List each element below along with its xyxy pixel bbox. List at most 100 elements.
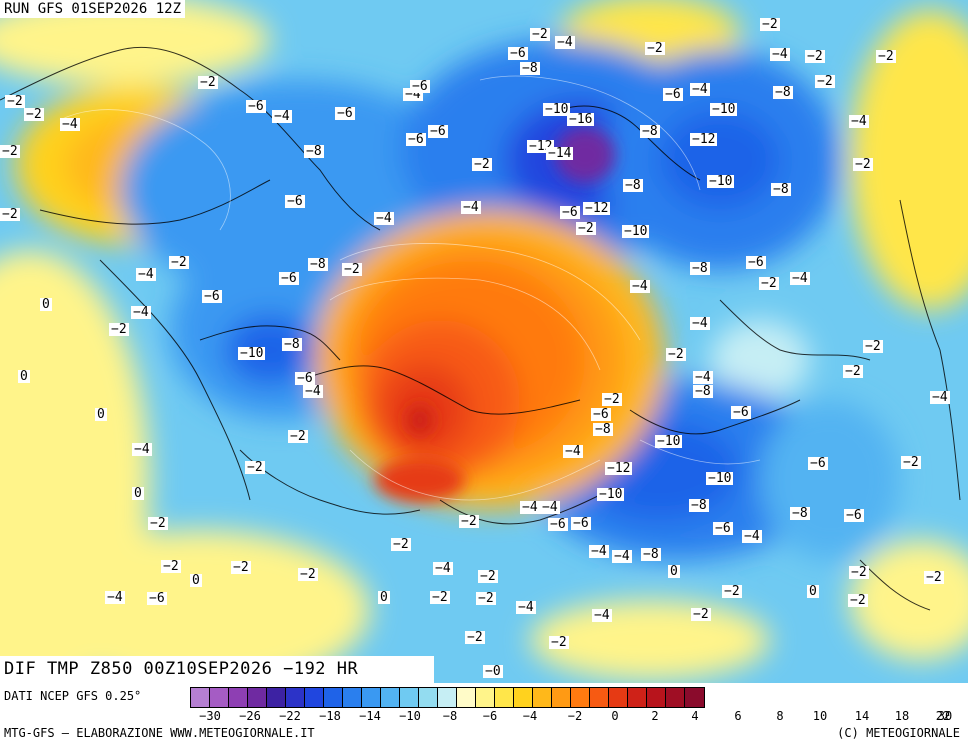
isotherm-value: −10: [706, 471, 734, 486]
isotherm-value: −4: [790, 271, 810, 286]
isotherm-value: −4: [131, 305, 151, 320]
scale-swatch: [647, 688, 666, 707]
isotherm-value: 0: [132, 486, 144, 501]
scale-swatch: [552, 688, 571, 707]
isotherm-value: −2: [476, 591, 496, 606]
isotherm-value: −10: [597, 487, 625, 502]
isotherm-value: −2: [645, 41, 665, 56]
isotherm-value: −8: [790, 506, 810, 521]
isotherm-value: −6: [295, 371, 315, 386]
isotherm-value: −2: [722, 584, 742, 599]
isotherm-value: −8: [623, 178, 643, 193]
scale-swatch: [267, 688, 286, 707]
isotherm-value: −10: [655, 434, 683, 449]
scale-tick-label: 6: [734, 709, 742, 723]
isotherm-value: −10: [707, 174, 735, 189]
scale-tick-label: −2: [567, 709, 583, 723]
isotherm-value: −6: [147, 591, 167, 606]
isotherm-value: −2: [759, 276, 779, 291]
isotherm-value: −6: [428, 124, 448, 139]
isotherm-value: −12: [583, 201, 611, 216]
isotherm-value: −8: [520, 61, 540, 76]
isotherm-value: −8: [693, 384, 713, 399]
isotherm-value: −2: [843, 364, 863, 379]
isotherm-value: −2: [459, 514, 479, 529]
isotherm-value: −4: [849, 114, 869, 129]
isotherm-value: −2: [876, 49, 896, 64]
isotherm-value: 0: [40, 297, 52, 312]
isotherm-value: −4: [105, 590, 125, 605]
scale-swatch: [381, 688, 400, 707]
isotherm-value: −4: [272, 109, 292, 124]
isotherm-value: −6: [731, 405, 751, 420]
temperature-anomaly-map: [0, 0, 968, 683]
isotherm-value: 0: [95, 407, 107, 422]
isotherm-value: −2: [848, 593, 868, 608]
isotherm-value: 0: [807, 584, 819, 599]
isotherm-value: −4: [612, 549, 632, 564]
scale-swatch: [210, 688, 229, 707]
isotherm-value: −2: [391, 537, 411, 552]
scale-tick-label: 4: [691, 709, 699, 723]
isotherm-value: −2: [161, 559, 181, 574]
isotherm-value: −4: [374, 211, 394, 226]
isotherm-value: −4: [563, 444, 583, 459]
scale-tick-label: −6: [482, 709, 498, 723]
isotherm-value: −8: [771, 182, 791, 197]
scale-tick-label: −26: [239, 709, 261, 723]
isotherm-value: −6: [279, 271, 299, 286]
isotherm-value: −2: [231, 560, 251, 575]
isotherm-value: −6: [591, 407, 611, 422]
scale-swatch: [305, 688, 324, 707]
isotherm-value: −4: [132, 442, 152, 457]
isotherm-value: −2: [853, 157, 873, 172]
color-scale: [190, 687, 705, 708]
isotherm-value: −4: [690, 82, 710, 97]
isotherm-value: −2: [863, 339, 883, 354]
scale-swatch: [286, 688, 305, 707]
isotherm-value: −6: [571, 516, 591, 531]
isotherm-value: −14: [546, 146, 574, 161]
isotherm-value: −2: [576, 221, 596, 236]
isotherm-value: −2: [472, 157, 492, 172]
isotherm-value: −2: [430, 590, 450, 605]
isotherm-value: −2: [288, 429, 308, 444]
isotherm-value: −6: [335, 106, 355, 121]
isotherm-value: −2: [815, 74, 835, 89]
scale-swatch: [324, 688, 343, 707]
isotherm-value: −8: [304, 144, 324, 159]
isotherm-value: −4: [930, 390, 950, 405]
isotherm-value: −8: [641, 547, 661, 562]
scale-swatch: [343, 688, 362, 707]
scale-tick-label: 18: [894, 709, 910, 723]
scale-tick-label: 14: [854, 709, 870, 723]
isotherm-value: −8: [282, 337, 302, 352]
map-canvas: [0, 0, 968, 683]
isotherm-value: −2: [0, 144, 20, 159]
isotherm-value: −2: [24, 107, 44, 122]
isotherm-value: 0: [190, 573, 202, 588]
isotherm-value: −6: [560, 205, 580, 220]
isotherm-value: 0: [378, 590, 390, 605]
scale-swatch: [628, 688, 647, 707]
scale-swatch: [609, 688, 628, 707]
isotherm-value: −8: [689, 498, 709, 513]
isotherm-value: −4: [555, 35, 575, 50]
isotherm-value: −2: [530, 27, 550, 42]
isotherm-value: −8: [773, 85, 793, 100]
isotherm-value: −2: [602, 392, 622, 407]
isotherm-value: −4: [516, 600, 536, 615]
isotherm-value: −6: [548, 517, 568, 532]
scale-tick-label: 10: [812, 709, 828, 723]
isotherm-value: −10: [238, 346, 266, 361]
isotherm-value: −4: [592, 608, 612, 623]
scale-swatch: [476, 688, 495, 707]
scale-swatch: [362, 688, 381, 707]
isotherm-value: −8: [690, 261, 710, 276]
isotherm-value: −2: [245, 460, 265, 475]
isotherm-value: −2: [5, 94, 25, 109]
isotherm-value: −4: [461, 200, 481, 215]
isotherm-value: −10: [622, 224, 650, 239]
scale-swatch: [419, 688, 438, 707]
isotherm-value: −2: [691, 607, 711, 622]
